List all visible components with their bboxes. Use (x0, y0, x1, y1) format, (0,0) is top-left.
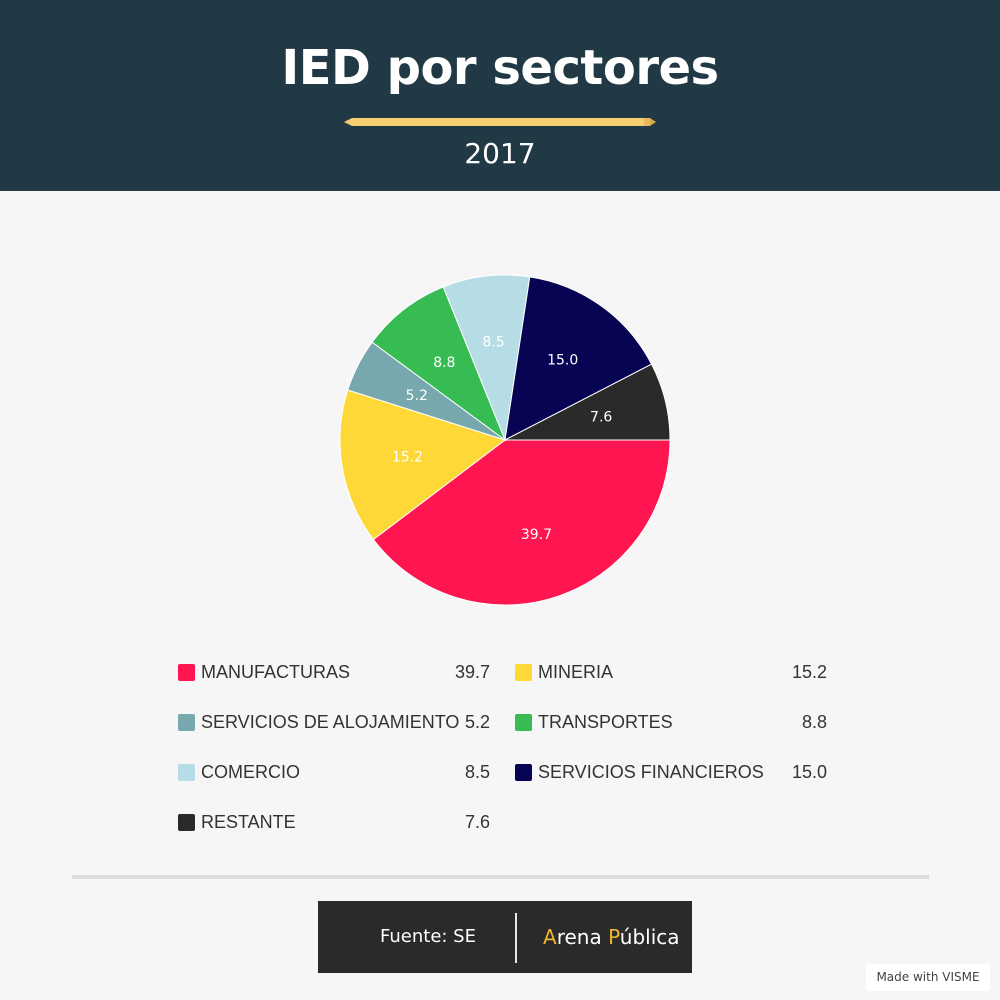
legend-item: TRANSPORTES 8.8 (515, 704, 827, 740)
legend-swatch (515, 713, 532, 731)
legend-value: 15.0 (791, 762, 827, 782)
legend-value: 15.2 (791, 662, 827, 682)
legend-value: 8.8 (801, 712, 827, 732)
legend-swatch (178, 813, 195, 831)
pie-slice-restante (504, 363, 671, 441)
pie-data-label: 15.0 (547, 353, 578, 369)
pie-slice-servicios-financieros (504, 276, 653, 441)
page-subtitle: 2017 (464, 137, 536, 170)
legend-item: MANUFACTURAS 39.7 (178, 654, 490, 690)
source-separator (515, 913, 517, 963)
legend-label: MANUFACTURAS (201, 661, 351, 682)
legend-swatch (515, 763, 532, 781)
legend-swatch (178, 763, 195, 781)
brand-logo: Arena Pública (543, 925, 680, 949)
legend-label: TRANSPORTES (538, 711, 673, 732)
legend-item: SERVICIOS FINANCIEROS 15.0 (515, 754, 827, 790)
legend-value: 8.5 (464, 762, 490, 782)
legend-item: SERVICIOS DE ALOJAMIENTO 5.2 (178, 704, 490, 740)
pie-data-label: 7.6 (590, 410, 612, 426)
legend-label: SERVICIOS FINANCIEROS (538, 761, 764, 782)
legend-value: 7.6 (464, 812, 490, 832)
legend-value: 5.2 (464, 712, 490, 732)
pie-data-label: 39.7 (521, 527, 552, 543)
legend-label: SERVICIOS DE ALOJAMIENTO (201, 711, 460, 732)
legend-item: COMERCIO 8.5 (178, 754, 490, 790)
pie-data-label: 8.8 (433, 355, 455, 371)
pie-chart: 39.7 15.2 5.2 8.8 8.5 15.0 7.6 (339, 274, 671, 606)
pie-slice-manufacturas (372, 439, 671, 606)
made-with-badge[interactable]: Made with VISME (866, 964, 990, 991)
pie-slice-comercio (442, 274, 531, 442)
legend-item: MINERIA 15.2 (515, 654, 827, 690)
legend-swatch (178, 713, 195, 731)
legend-value: 39.7 (454, 662, 490, 682)
pie-data-label: 8.5 (482, 335, 504, 351)
source-text: Fuente: SE (380, 926, 476, 947)
footer-divider (72, 875, 929, 879)
header-banner: IED por sectores 2017 (0, 0, 1000, 191)
legend-label: MINERIA (538, 661, 614, 682)
pie-slice-transportes (371, 286, 507, 442)
source-box: Fuente: SE Arena Pública (318, 901, 692, 973)
page-title: IED por sectores (281, 40, 719, 96)
pencil-divider-icon (344, 118, 656, 126)
legend-label: RESTANTE (201, 811, 296, 832)
pie-data-label: 15.2 (392, 450, 423, 466)
legend-swatch (178, 663, 195, 681)
legend-swatch (515, 663, 532, 681)
legend-item: RESTANTE 7.6 (178, 804, 490, 840)
pie-data-label: 5.2 (406, 388, 428, 404)
legend-label: COMERCIO (201, 761, 300, 782)
